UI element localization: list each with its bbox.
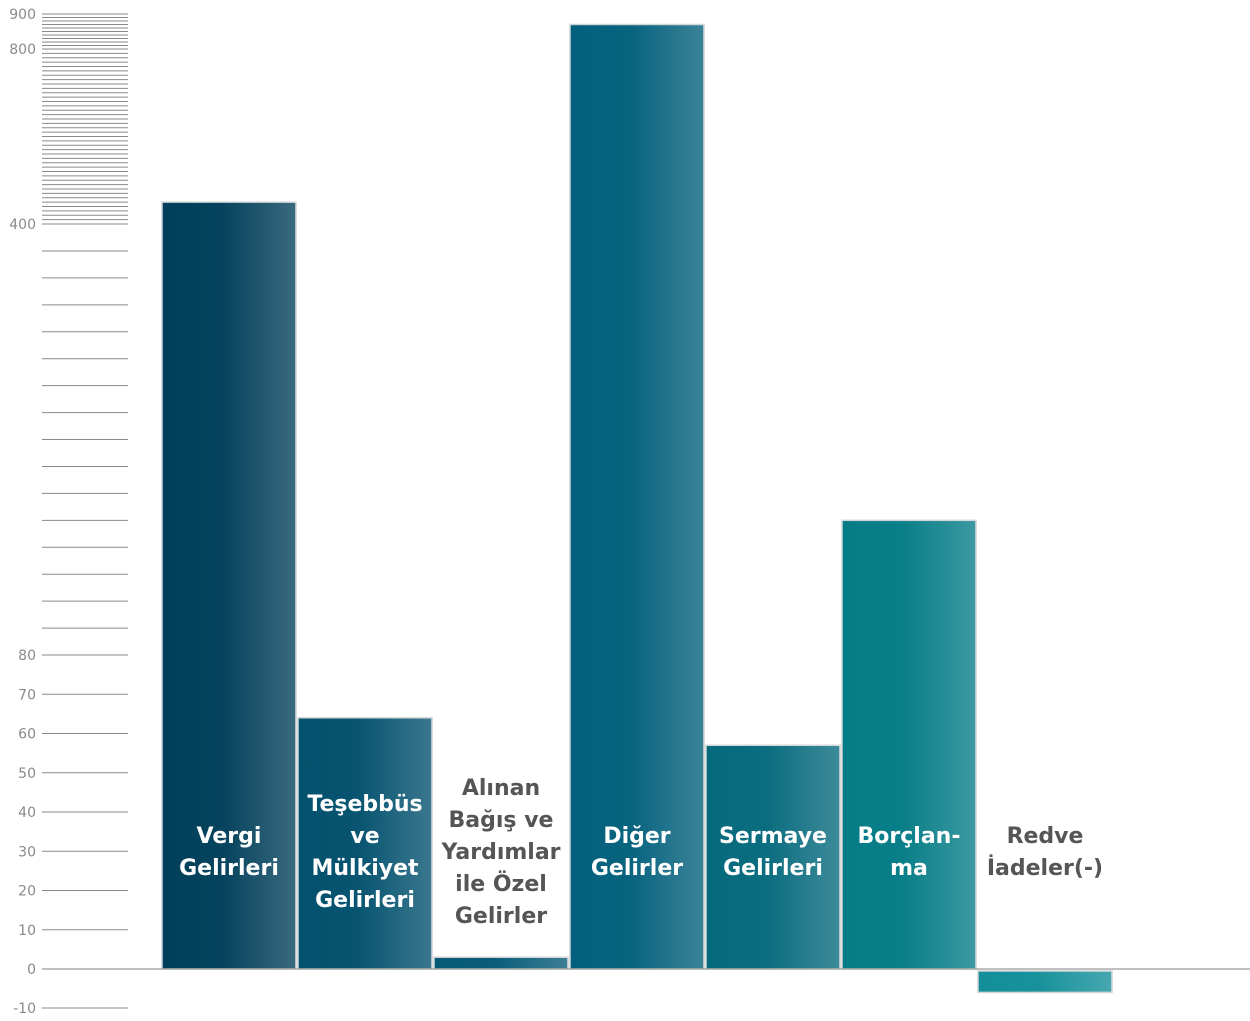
- y-tick-label: 30: [18, 844, 36, 860]
- category-label: Sermaye Gelirleri: [719, 824, 827, 881]
- y-tick-label: 70: [18, 687, 36, 703]
- y-tick-label: 400: [9, 217, 36, 233]
- bar-group: [977, 970, 1113, 994]
- y-tick-label: 40: [18, 805, 36, 821]
- bar-group: [841, 519, 977, 970]
- y-tick-label: 900: [9, 7, 36, 23]
- bar-sheen: [570, 24, 704, 969]
- y-axis-ticks: 900 800 400 80 70 60 50 40 30 20 10 0 -10: [9, 7, 128, 1017]
- y-tick-label: 0: [27, 962, 36, 978]
- bar-group: [433, 956, 569, 970]
- category-label: Diğer Gelirler: [591, 824, 683, 881]
- bar-group: [297, 717, 433, 970]
- category-label: Vergi Gelirleri: [179, 824, 279, 881]
- bar-sheen: [842, 520, 976, 969]
- y-tick-label: 10: [18, 923, 36, 939]
- category-label: Alınan Bağış ve Yardımlar ile Özel Gelirler: [440, 776, 560, 929]
- bar-group: [161, 201, 297, 970]
- bar-group: [705, 744, 841, 970]
- y-tick-label: 800: [9, 42, 36, 58]
- bar-labels: Vergi Gelirleri Teşebbüs ve Mülkiyet Gelirler…: [179, 776, 1103, 929]
- y-tick-label: 80: [18, 648, 36, 664]
- bar-group: [569, 23, 705, 970]
- y-tick-label: 60: [18, 727, 36, 743]
- bar-sheen: [978, 971, 1112, 993]
- category-label: Borçlan-ma: [858, 824, 961, 881]
- bar-sheen: [434, 957, 568, 969]
- y-tick-label: 20: [18, 884, 36, 900]
- bar-sheen: [706, 745, 840, 969]
- category-label: Teşebbüs ve Mülkiyet Gelirleri: [307, 792, 422, 913]
- y-tick-label: -10: [13, 1001, 36, 1017]
- category-label: Redve İadeler(-): [987, 824, 1103, 881]
- bar-sheen: [298, 717, 432, 969]
- bar-sheen: [162, 202, 296, 969]
- bars-group: [161, 23, 1113, 994]
- y-tick-label: 50: [18, 766, 36, 782]
